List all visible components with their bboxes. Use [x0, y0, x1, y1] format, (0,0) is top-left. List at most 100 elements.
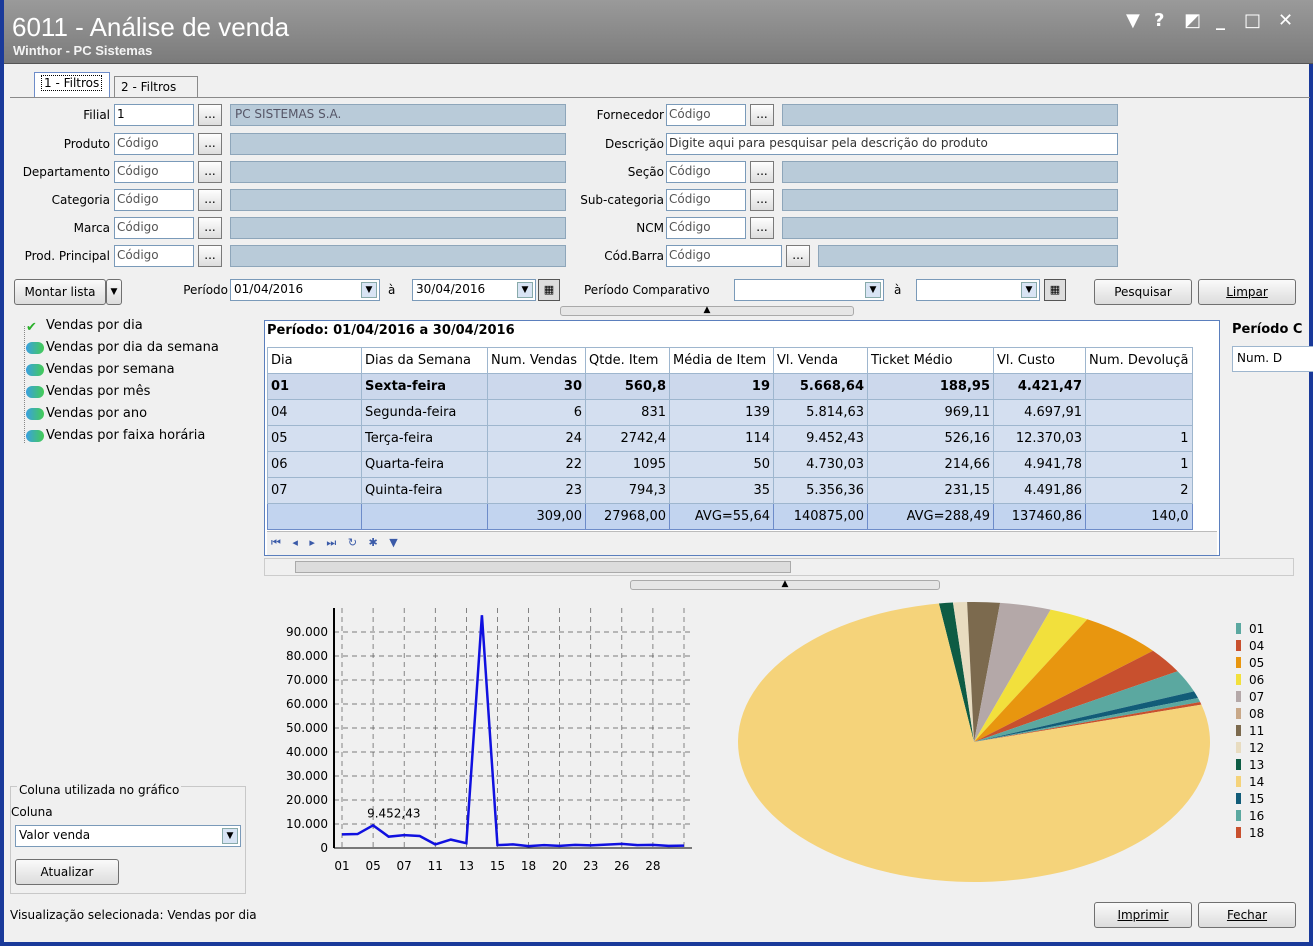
ncm-lookup-button[interactable]: ... [750, 217, 774, 239]
table-cell[interactable]: 1 [1085, 425, 1193, 452]
table-cell[interactable]: 526,16 [867, 425, 994, 452]
close-icon[interactable]: ✕ [1278, 10, 1294, 31]
help-icon[interactable]: ? [1154, 10, 1165, 31]
prod-principal-lookup-button[interactable]: ... [198, 245, 222, 267]
table-cell[interactable]: 5.814,63 [773, 399, 868, 426]
table-cell[interactable]: 4.730,03 [773, 451, 868, 478]
table-cell[interactable] [1085, 399, 1193, 426]
fechar-button[interactable]: Fechar [1198, 902, 1296, 928]
subcategoria-input[interactable]: Código [666, 189, 746, 211]
filial-input[interactable]: 1 [114, 104, 194, 126]
montar-lista-dropdown-icon[interactable]: ▼ [106, 279, 122, 305]
column-header[interactable]: Vl. Custo [993, 347, 1086, 374]
table-cell[interactable]: 01 [267, 373, 362, 400]
table-cell[interactable]: 6 [487, 399, 586, 426]
column-header[interactable]: Num. D [1232, 346, 1313, 372]
table-cell[interactable]: 794,3 [585, 477, 670, 504]
table-cell[interactable]: 1 [1085, 451, 1193, 478]
chevron-down-icon[interactable]: ▼ [361, 282, 377, 298]
produto-input[interactable]: Código [114, 133, 194, 155]
chevron-down-icon[interactable]: ▼ [517, 282, 533, 298]
column-header[interactable]: Dia [267, 347, 362, 374]
calendar-icon[interactable]: ▦ [538, 279, 560, 301]
tree-item-vendas-por-mes[interactable]: Vendas por mês [26, 384, 150, 399]
table-cell[interactable]: 4.421,47 [993, 373, 1086, 400]
tree-item-vendas-por-semana[interactable]: Vendas por semana [26, 362, 175, 377]
table-cell[interactable]: 06 [267, 451, 362, 478]
table-cell[interactable]: 2 [1085, 477, 1193, 504]
departamento-lookup-button[interactable]: ... [198, 161, 222, 183]
column-header[interactable]: Vl. Venda [773, 347, 868, 374]
categoria-lookup-button[interactable]: ... [198, 189, 222, 211]
table-cell[interactable]: 24 [487, 425, 586, 452]
limpar-button[interactable]: Limpar [1198, 279, 1296, 305]
montar-lista-button[interactable]: Montar lista [14, 279, 106, 305]
column-header[interactable]: Média de Item [669, 347, 774, 374]
table-cell[interactable]: 07 [267, 477, 362, 504]
tree-item-vendas-por-ano[interactable]: Vendas por ano [26, 406, 147, 421]
tree-item-vendas-por-dia[interactable]: ✔ Vendas por dia [26, 318, 143, 335]
calendar-icon[interactable]: ▦ [1044, 279, 1066, 301]
table-cell[interactable]: 12.370,03 [993, 425, 1086, 452]
periodo-comp-to-select[interactable]: ▼ [916, 279, 1040, 301]
table-cell[interactable]: 5.668,64 [773, 373, 868, 400]
table-cell[interactable]: Sexta-feira [361, 373, 488, 400]
marca-lookup-button[interactable]: ... [198, 217, 222, 239]
column-header[interactable]: Num. Devoluçã [1085, 347, 1193, 374]
produto-lookup-button[interactable]: ... [198, 133, 222, 155]
codbarra-lookup-button[interactable]: ... [786, 245, 810, 267]
coluna-select[interactable]: Valor venda ▼ [15, 825, 241, 847]
secao-input[interactable]: Código [666, 161, 746, 183]
secao-lookup-button[interactable]: ... [750, 161, 774, 183]
table-cell[interactable]: 139 [669, 399, 774, 426]
periodo-from-select[interactable]: 01/04/2016 ▼ [230, 279, 380, 301]
horizontal-scrollbar[interactable] [264, 558, 1294, 576]
tree-item-vendas-por-faixa-horaria[interactable]: Vendas por faixa horária [26, 428, 205, 443]
table-cell[interactable]: 22 [487, 451, 586, 478]
splitter-handle[interactable]: ▲ [630, 580, 940, 590]
table-cell[interactable]: 4.491,86 [993, 477, 1086, 504]
filial-lookup-button[interactable]: ... [198, 104, 222, 126]
table-cell[interactable]: 4.941,78 [993, 451, 1086, 478]
splitter-handle[interactable]: ▲ [560, 306, 854, 316]
chevron-down-icon[interactable]: ▼ [222, 828, 238, 844]
scrollbar-thumb[interactable] [295, 561, 791, 573]
restore-icon[interactable]: ◩ [1184, 10, 1202, 31]
tree-item-vendas-por-dia-semana[interactable]: Vendas por dia da semana [26, 340, 219, 355]
table-cell[interactable]: 231,15 [867, 477, 994, 504]
table-cell[interactable]: 9.452,43 [773, 425, 868, 452]
table-cell[interactable]: 04 [267, 399, 362, 426]
column-header[interactable]: Qtde. Item [585, 347, 670, 374]
table-row[interactable]: 01 Sexta-feira 30 560,8 19 5.668,64 188,95 4.42… [267, 373, 1193, 400]
prod-principal-input[interactable]: Código [114, 245, 194, 267]
column-header[interactable]: Ticket Médio [867, 347, 994, 374]
fornecedor-input[interactable]: Código [666, 104, 746, 126]
table-cell[interactable]: 214,66 [867, 451, 994, 478]
marca-input[interactable]: Código [114, 217, 194, 239]
codbarra-input[interactable]: Código [666, 245, 782, 267]
pesquisar-button[interactable]: Pesquisar [1094, 279, 1192, 305]
table-cell[interactable]: 831 [585, 399, 670, 426]
maximize-icon[interactable]: □ [1244, 10, 1262, 31]
table-cell[interactable]: 2742,4 [585, 425, 670, 452]
categoria-input[interactable]: Código [114, 189, 194, 211]
table-cell[interactable]: 30 [487, 373, 586, 400]
atualizar-button[interactable]: Atualizar [15, 859, 119, 885]
table-cell[interactable]: 19 [669, 373, 774, 400]
table-row[interactable]: 06 Quarta-feira 22 1095 50 4.730,03 214,66 4.94… [267, 451, 1193, 478]
table-cell[interactable]: Quinta-feira [361, 477, 488, 504]
table-cell[interactable]: 05 [267, 425, 362, 452]
minimize-icon[interactable]: _ [1216, 10, 1225, 31]
imprimir-button[interactable]: Imprimir [1094, 902, 1192, 928]
fornecedor-lookup-button[interactable]: ... [750, 104, 774, 126]
table-cell[interactable]: 50 [669, 451, 774, 478]
table-cell[interactable]: Terça-feira [361, 425, 488, 452]
table-cell[interactable]: 969,11 [867, 399, 994, 426]
periodo-comp-from-select[interactable]: ▼ [734, 279, 884, 301]
column-header[interactable]: Dias da Semana [361, 347, 488, 374]
table-cell[interactable]: 23 [487, 477, 586, 504]
table-cell[interactable]: 4.697,91 [993, 399, 1086, 426]
table-cell[interactable]: Quarta-feira [361, 451, 488, 478]
periodo-to-select[interactable]: 30/04/2016 ▼ [412, 279, 536, 301]
table-row[interactable]: 04 Segunda-feira 6 831 139 5.814,63 969,11 4.69… [267, 399, 1193, 426]
